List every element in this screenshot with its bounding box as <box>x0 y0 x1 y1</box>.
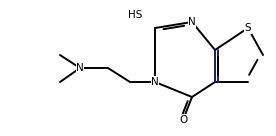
Text: N: N <box>188 17 196 27</box>
Text: N: N <box>151 77 159 87</box>
Text: O: O <box>179 115 187 125</box>
Text: HS: HS <box>128 10 142 20</box>
Text: N: N <box>76 63 84 73</box>
Text: S: S <box>245 23 251 33</box>
